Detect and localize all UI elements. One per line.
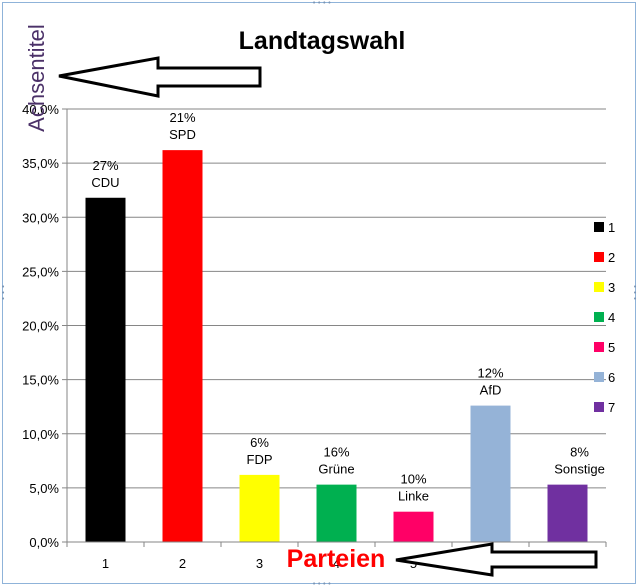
data-labels: 27% CDU 21% SPD 6% FDP 16% Grüne 10% Linke 12% AfD 8… (91, 110, 604, 504)
data-label-percent: 8% (570, 445, 589, 460)
legend-label: 6 (608, 370, 615, 385)
bar-4 (316, 484, 357, 542)
data-label-party: FDP (247, 452, 273, 467)
data-label-party: Grüne (318, 462, 354, 477)
bar-3 (239, 474, 280, 542)
y-tick-label: 5,0% (29, 481, 59, 496)
bar-1 (85, 197, 126, 542)
y-tick-label: 0,0% (29, 535, 59, 550)
data-label-percent: 12% (477, 366, 503, 381)
y-tick-label: 40,0% (22, 102, 59, 117)
legend-label: 1 (608, 220, 615, 235)
legend-swatch (594, 372, 604, 382)
data-label-percent: 16% (323, 445, 349, 460)
data-label-party: Sonstige (554, 462, 605, 477)
data-label-percent: 27% (92, 158, 118, 173)
x-axis-title: Parteien (287, 545, 386, 573)
bar-2 (162, 150, 203, 542)
legend-label: 3 (608, 280, 615, 295)
y-tick-label: 35,0% (22, 156, 59, 171)
resize-handle-top-icon[interactable]: •••• (312, 0, 333, 7)
data-label-party: Linke (398, 489, 429, 504)
y-axis-title: Achsentitel (24, 24, 49, 132)
left-arrow-icon (58, 56, 262, 98)
y-tick-label: 10,0% (22, 427, 59, 442)
legend-label: 7 (608, 400, 615, 415)
y-tick-label: 30,0% (22, 210, 59, 225)
bar-6 (470, 405, 511, 542)
data-label-percent: 21% (169, 110, 195, 125)
data-label-party: CDU (91, 175, 119, 190)
legend-swatch (594, 312, 604, 322)
legend-label: 4 (608, 310, 615, 325)
x-tick-label: 1 (102, 556, 109, 571)
legend-label: 5 (608, 340, 615, 355)
legend-swatch (594, 402, 604, 412)
legend-label: 2 (608, 250, 615, 265)
legend-swatch (594, 282, 604, 292)
resize-handle-left-icon[interactable]: • • • (1, 283, 7, 303)
y-tick-label: 25,0% (22, 264, 59, 279)
bar-7 (547, 484, 588, 542)
bar-5 (393, 511, 434, 542)
resize-handle-right-icon[interactable]: • • • (633, 283, 639, 303)
legend-swatch (594, 342, 604, 352)
legend: 1 2 3 4 5 6 7 (594, 220, 615, 415)
gridlines (67, 108, 606, 489)
legend-swatch (594, 222, 604, 232)
resize-handle-bottom-icon[interactable]: •••• (312, 580, 333, 588)
x-tick-label: 3 (256, 556, 263, 571)
bars (85, 150, 588, 542)
y-tick-label: 15,0% (22, 373, 59, 388)
data-label-percent: 10% (400, 472, 426, 487)
y-tick-label: 20,0% (22, 319, 59, 334)
data-label-party: AfD (480, 383, 502, 398)
x-tick-label: 2 (179, 556, 186, 571)
data-label-party: SPD (169, 127, 196, 142)
x-tick-label: 4 (333, 556, 340, 571)
data-label-percent: 6% (250, 435, 269, 450)
chart-title: Landtagswahl (239, 27, 406, 55)
left-arrow-icon (395, 542, 598, 577)
legend-swatch (594, 252, 604, 262)
